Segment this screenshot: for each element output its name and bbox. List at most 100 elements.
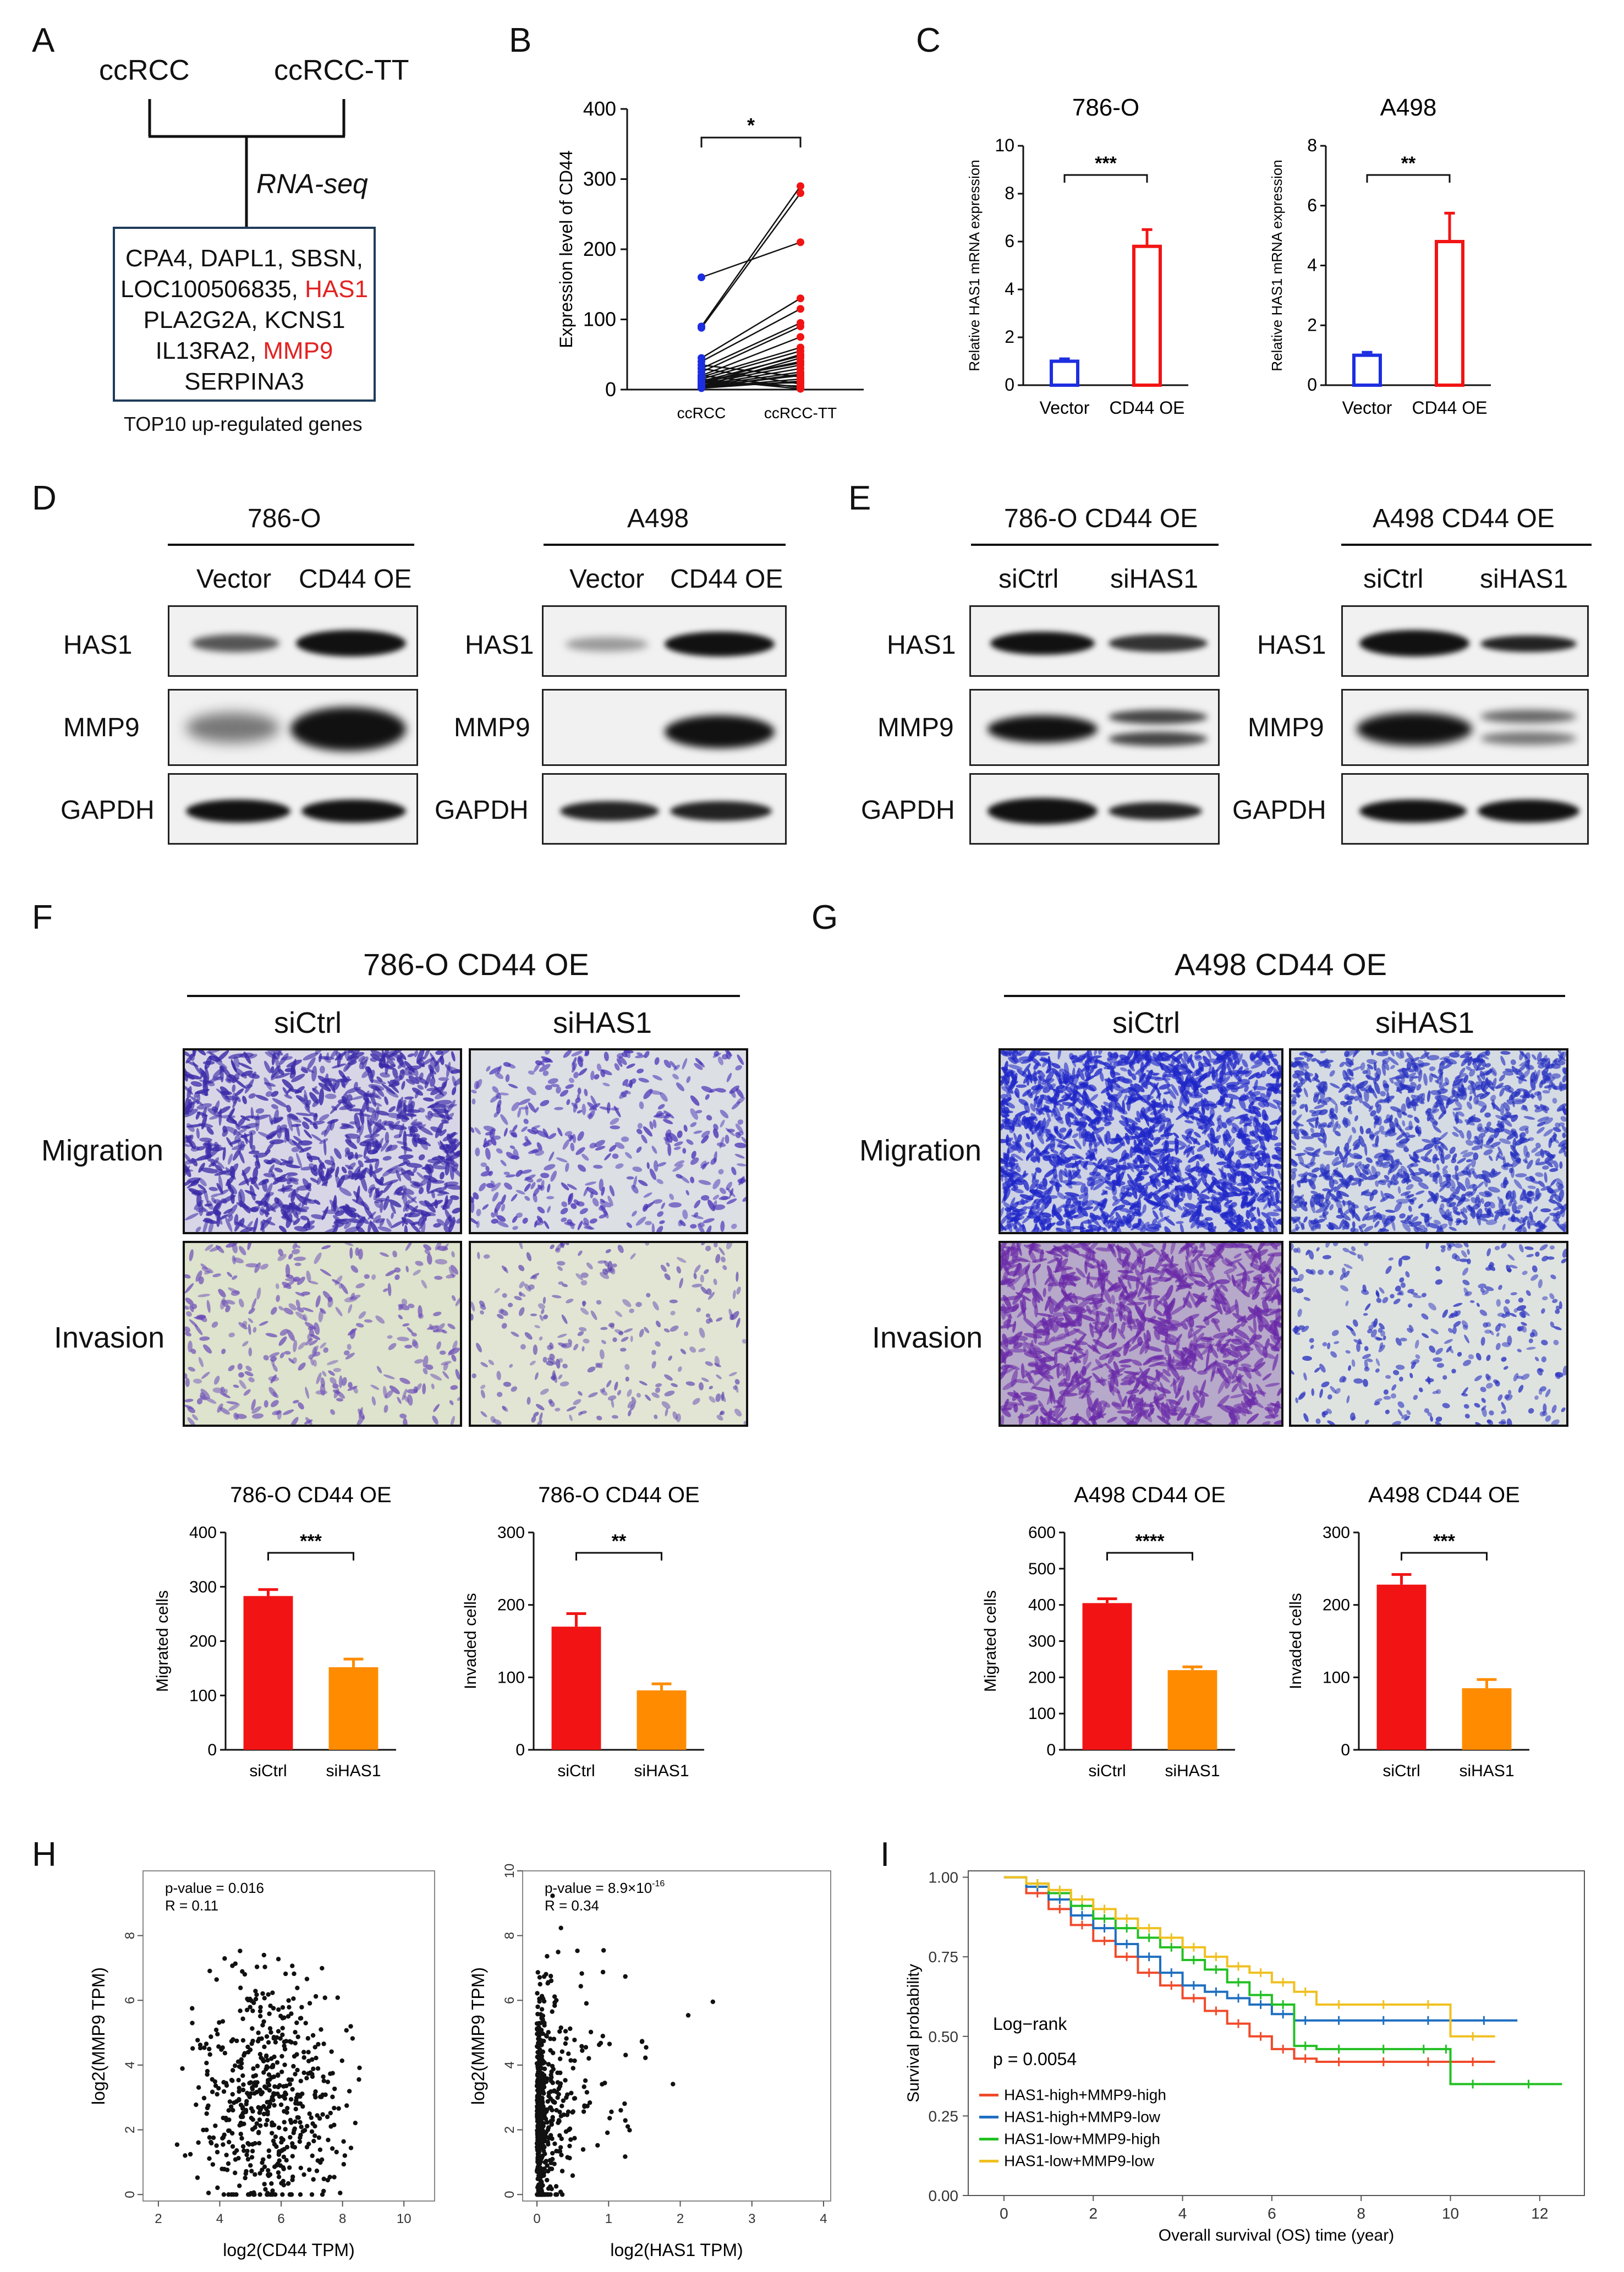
cell — [1464, 1119, 1475, 1126]
cell — [249, 1227, 256, 1231]
cell — [589, 1142, 596, 1149]
panel-label-h: H — [32, 1836, 57, 1874]
cell — [1406, 1174, 1409, 1185]
cell — [1222, 1134, 1229, 1141]
cell — [248, 1150, 260, 1154]
cell — [237, 1117, 246, 1127]
cell — [490, 1180, 496, 1187]
cell — [1134, 1117, 1141, 1123]
cell — [1147, 1146, 1151, 1157]
cell — [457, 1396, 460, 1401]
cell — [578, 1250, 583, 1256]
cell — [1156, 1093, 1162, 1099]
cell — [1085, 1200, 1094, 1207]
cell — [1275, 1217, 1281, 1224]
cell — [301, 1191, 310, 1207]
cell — [586, 1262, 593, 1269]
cell — [431, 1383, 435, 1389]
cell — [1374, 1152, 1384, 1159]
cell — [1494, 1212, 1500, 1221]
cell — [578, 1068, 588, 1076]
cell — [736, 1286, 741, 1295]
cell — [504, 1266, 508, 1274]
cell — [297, 1307, 304, 1313]
cell — [1240, 1134, 1251, 1137]
cell — [726, 1050, 731, 1060]
cell — [1455, 1073, 1467, 1080]
cell — [1476, 1093, 1484, 1098]
cell — [542, 1058, 551, 1063]
point-ccrcc-tt — [797, 182, 804, 190]
cell — [1413, 1148, 1425, 1154]
cell — [198, 1276, 204, 1284]
cell — [1178, 1146, 1186, 1150]
cell — [430, 1086, 443, 1096]
cell — [430, 1053, 438, 1065]
cell — [1250, 1063, 1263, 1069]
cell — [1196, 1205, 1202, 1217]
panel-f-row-migration: Migration — [41, 1134, 164, 1167]
cell — [412, 1137, 418, 1147]
cell — [1209, 1050, 1219, 1057]
cell — [1239, 1153, 1249, 1159]
cell — [518, 1107, 529, 1110]
cell — [1209, 1105, 1217, 1109]
panel-g-row-invasion: Invasion — [872, 1321, 983, 1354]
cell — [1522, 1188, 1528, 1200]
cell — [1385, 1154, 1391, 1158]
cell — [589, 1218, 597, 1224]
cell — [1187, 1364, 1197, 1372]
cell — [716, 1317, 723, 1322]
cell — [324, 1159, 335, 1165]
cell — [610, 1125, 621, 1130]
cell — [1094, 1050, 1098, 1056]
cell — [599, 1205, 606, 1211]
cell — [310, 1357, 314, 1366]
cell — [1439, 1084, 1445, 1091]
cell — [1476, 1067, 1485, 1071]
cell — [338, 1375, 343, 1388]
category-label: Vector — [1342, 398, 1392, 418]
cell — [1484, 1190, 1493, 1196]
cell — [483, 1125, 496, 1132]
y-tick-label: 6 — [1307, 195, 1317, 215]
cell — [1029, 1050, 1039, 1058]
y-tick-label: 2 — [1307, 315, 1317, 335]
cell — [567, 1184, 577, 1190]
cell — [570, 1203, 577, 1209]
cell — [734, 1409, 742, 1417]
cell — [289, 1088, 302, 1093]
cell — [1409, 1076, 1414, 1082]
cell — [605, 1249, 611, 1253]
pair-line — [701, 298, 801, 359]
cell — [670, 1061, 677, 1069]
cell — [1330, 1111, 1338, 1120]
cell — [1499, 1087, 1505, 1097]
cell — [1451, 1087, 1455, 1098]
cell — [615, 1163, 624, 1169]
cell — [1126, 1192, 1133, 1196]
cell — [565, 1084, 574, 1089]
cell — [434, 1091, 447, 1099]
cell — [425, 1115, 431, 1121]
cell — [405, 1109, 421, 1113]
cell — [270, 1400, 279, 1408]
cell — [1057, 1155, 1062, 1166]
cell — [497, 1313, 504, 1319]
cell — [1352, 1138, 1360, 1147]
cell — [427, 1187, 442, 1194]
cell — [1123, 1094, 1128, 1101]
cell — [645, 1243, 650, 1246]
pair-line — [701, 364, 801, 378]
cell — [1479, 1213, 1491, 1218]
cell — [547, 1206, 551, 1213]
cell — [1552, 1098, 1557, 1104]
cell — [1087, 1219, 1093, 1231]
cell — [231, 1163, 239, 1174]
cell — [1040, 1203, 1046, 1213]
cell — [1148, 1162, 1157, 1173]
cell — [652, 1075, 663, 1081]
cell — [1249, 1201, 1254, 1209]
cell — [229, 1140, 241, 1145]
cell — [740, 1176, 745, 1185]
